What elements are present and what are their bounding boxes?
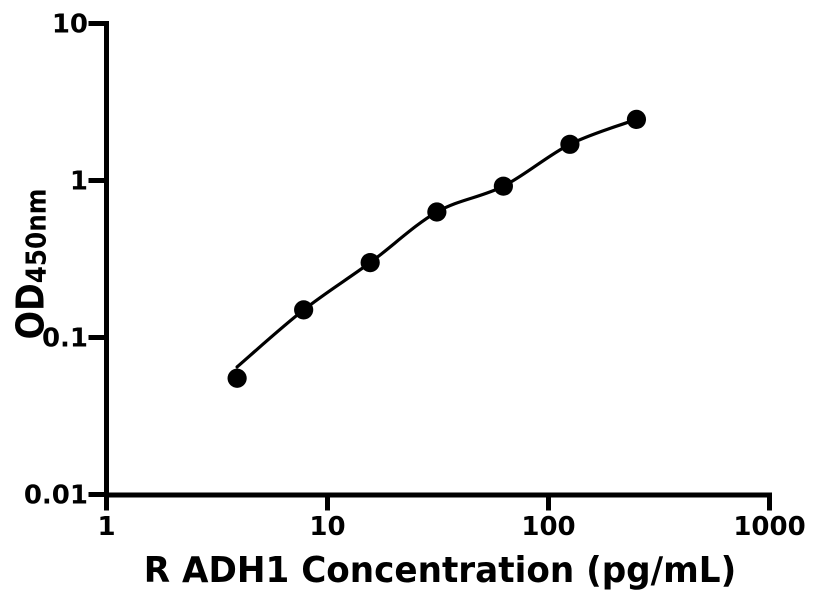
x-tick-label: 1000 [733,512,805,542]
data-point [427,202,447,222]
y-tick-label: 1 [70,167,88,197]
x-tick-label: 100 [521,512,575,542]
data-point [493,176,513,196]
y-axis-title-subscript: 450nm [19,188,53,284]
fit-curve [235,117,638,369]
x-axis-title: R ADH1 Concentration (pg/mL) [143,550,737,591]
y-tick-label: 10 [52,10,88,40]
y-tick-label: 0.1 [42,324,88,354]
y-axis-title: OD450nm [8,188,53,340]
data-point [626,109,647,130]
y-axis-title-main: OD [8,283,53,340]
x-tick-label: 1 [97,512,115,542]
data-point [227,368,247,388]
data-point [360,252,380,273]
y-tick-label: 0.01 [24,481,88,511]
x-tick-label: 10 [309,512,345,542]
data-point [294,300,314,320]
data-point [560,134,580,154]
